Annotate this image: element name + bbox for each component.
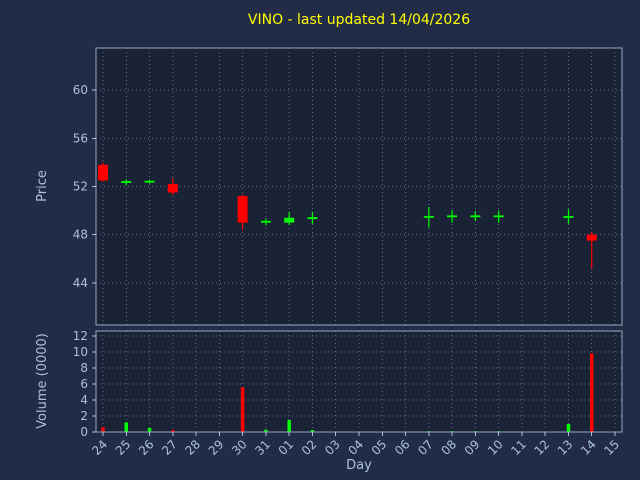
volume-bar	[287, 419, 291, 432]
candle-body	[97, 164, 108, 181]
x-tick-label: 06	[392, 437, 413, 458]
x-tick-label: 04	[345, 437, 366, 458]
x-tick-label: 11	[508, 437, 529, 458]
candle-body	[470, 215, 481, 218]
volume-tick-label: 8	[80, 361, 88, 375]
x-tick-label: 07	[415, 437, 436, 458]
volume-tick-label: 4	[80, 393, 88, 407]
candle-body	[237, 196, 248, 223]
volume-bar	[589, 353, 594, 432]
x-tick-label: 28	[182, 437, 203, 458]
x-tick-label: 30	[229, 437, 250, 458]
x-tick-label: 12	[532, 437, 553, 458]
x-tick-label: 01	[276, 437, 297, 458]
volume-tick-label: 0	[80, 425, 88, 439]
x-tick-label: 25	[113, 437, 134, 458]
x-tick-label: 08	[439, 437, 460, 458]
x-tick-label: 14	[578, 437, 599, 458]
x-tick-label: 26	[136, 437, 157, 458]
volume-bar	[264, 429, 268, 432]
x-tick-label: 13	[555, 437, 576, 458]
x-tick-label: 03	[322, 437, 343, 458]
volume-bar	[147, 427, 152, 432]
volume-bar	[101, 427, 105, 432]
candle-body	[284, 217, 295, 223]
candle-body	[121, 181, 132, 183]
price-tick-label: 48	[73, 228, 88, 242]
x-tick-label: 05	[369, 437, 390, 458]
chart-title: VINO - last updated 14/04/2026	[247, 12, 471, 28]
candle-body	[493, 215, 504, 218]
volume-axis-label: Volume (0000)	[35, 333, 50, 429]
price-tick-label: 60	[73, 83, 88, 97]
volume-tick-label: 10	[73, 345, 88, 359]
x-tick-label: 31	[252, 437, 273, 458]
price-tick-label: 52	[73, 180, 88, 194]
volume-bar	[171, 429, 175, 432]
candle-body	[563, 216, 574, 218]
volume-bar	[310, 429, 315, 432]
candle-body	[144, 180, 155, 183]
volume-tick-label: 2	[80, 409, 88, 423]
x-tick-label: 15	[601, 437, 622, 458]
price-axis-label: Price	[35, 170, 50, 202]
x-tick-label: 10	[485, 437, 506, 458]
volume-tick-label: 12	[73, 329, 88, 343]
volume-bar	[124, 422, 129, 432]
volume-plot-background	[96, 331, 622, 432]
x-tick-label: 29	[206, 437, 227, 458]
candle-body	[260, 220, 271, 223]
volume-tick-label: 6	[80, 377, 88, 391]
candle-body	[586, 234, 597, 241]
price-plot-background	[96, 48, 622, 325]
x-axis-label: Day	[346, 458, 372, 473]
x-tick-label: 24	[89, 437, 110, 458]
x-tick-label: 09	[462, 437, 483, 458]
price-tick-label: 56	[73, 131, 88, 145]
volume-bar	[240, 387, 245, 432]
volume-bar	[566, 423, 571, 432]
candle-body	[423, 216, 434, 218]
price-tick-label: 44	[73, 276, 88, 290]
candle-body	[447, 215, 458, 218]
candle-body	[307, 217, 318, 220]
x-tick-label: 27	[159, 437, 180, 458]
x-tick-label: 02	[299, 437, 320, 458]
candle-body	[167, 184, 178, 193]
